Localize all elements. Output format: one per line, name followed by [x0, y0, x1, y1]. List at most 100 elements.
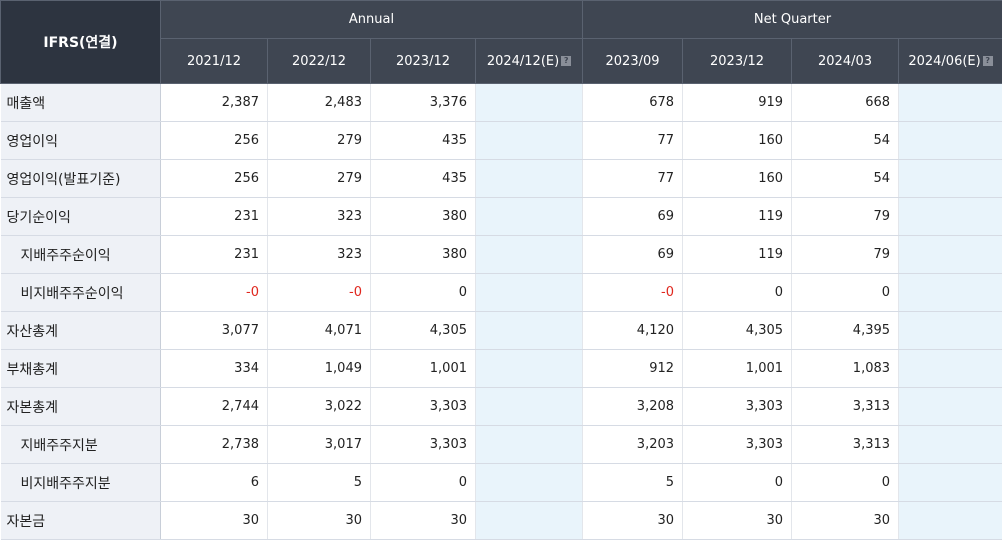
value-cell: 1,001 — [682, 349, 793, 388]
value-cell: 79 — [791, 197, 900, 236]
estimate-cell — [898, 463, 1002, 502]
help-icon[interactable]: ? — [982, 56, 993, 66]
value-cell: 0 — [682, 273, 793, 312]
estimate-cell — [475, 121, 584, 160]
row-label: 자본금 — [0, 501, 161, 540]
value-cell: 0 — [370, 273, 476, 312]
value-cell: 6 — [160, 463, 268, 502]
table-row: 지배주주순이익 231 323 380 69 119 79 — [0, 235, 1002, 274]
value-cell: 2,387 — [160, 83, 268, 122]
period-label: 2024/03 — [818, 53, 873, 69]
value-cell: 5 — [582, 463, 684, 502]
period-label: 2023/12 — [395, 53, 450, 69]
value-cell: 1,001 — [370, 349, 476, 388]
row-label: 자산총계 — [0, 311, 161, 350]
row-label: 비지배주주순이익 — [0, 273, 161, 312]
value-cell: 77 — [582, 159, 684, 198]
period-label: 2023/09 — [605, 53, 660, 69]
table-row: 자본금 30 30 30 30 30 30 — [0, 501, 1002, 540]
estimate-cell — [898, 425, 1002, 464]
estimate-cell — [898, 197, 1002, 236]
estimate-cell — [898, 159, 1002, 198]
value-cell: 119 — [682, 197, 793, 236]
estimate-cell — [475, 159, 584, 198]
value-cell: 54 — [791, 121, 900, 160]
value-cell: 4,071 — [267, 311, 371, 350]
value-cell: 912 — [582, 349, 684, 388]
row-label: 지배주주지분 — [0, 425, 161, 464]
estimate-cell — [898, 235, 1002, 274]
value-cell: 380 — [370, 235, 476, 274]
value-cell: 160 — [682, 159, 793, 198]
row-label: 당기순이익 — [0, 197, 161, 236]
period-header: 2023/12 — [370, 38, 476, 84]
value-cell: 380 — [370, 197, 476, 236]
value-cell: 54 — [791, 159, 900, 198]
value-cell: 30 — [267, 501, 371, 540]
period-label: 2024/12(E) — [486, 53, 560, 69]
table-row: 자본총계 2,744 3,022 3,303 3,208 3,303 3,313 — [0, 387, 1002, 426]
row-label: 매출액 — [0, 83, 161, 122]
row-label: 자본총계 — [0, 387, 161, 426]
value-cell: 231 — [160, 197, 268, 236]
value-cell: 4,395 — [791, 311, 900, 350]
value-cell: 3,313 — [791, 425, 900, 464]
row-label: 부채총계 — [0, 349, 161, 388]
value-cell: 2,738 — [160, 425, 268, 464]
ifrs-consolidated-header: IFRS(연결) — [0, 0, 161, 84]
table-body: 매출액 2,387 2,483 3,376 678 919 668 영업이익 256 279 435… — [0, 83, 1002, 540]
period-header: 2023/09 — [582, 38, 684, 84]
table-row: 당기순이익 231 323 380 69 119 79 — [0, 197, 1002, 236]
value-cell: 0 — [370, 463, 476, 502]
period-header-estimate: 2024/12(E)? — [474, 38, 584, 84]
table-row: 영업이익(발표기준) 256 279 435 77 160 54 — [0, 159, 1002, 198]
value-cell: 0 — [791, 463, 900, 502]
estimate-cell — [475, 501, 584, 540]
estimate-cell — [475, 425, 584, 464]
value-cell: 668 — [791, 83, 900, 122]
value-cell: 69 — [582, 197, 684, 236]
estimate-cell — [898, 311, 1002, 350]
table-row: 영업이익 256 279 435 77 160 54 — [0, 121, 1002, 160]
value-cell: 919 — [682, 83, 793, 122]
value-cell: 3,303 — [370, 387, 476, 426]
value-cell: 1,049 — [267, 349, 371, 388]
help-icon[interactable]: ? — [561, 56, 572, 66]
table-row: 자산총계 3,077 4,071 4,305 4,120 4,305 4,395 — [0, 311, 1002, 350]
table-row: 부채총계 334 1,049 1,001 912 1,001 1,083 — [0, 349, 1002, 388]
table-row: 지배주주지분 2,738 3,017 3,303 3,203 3,303 3,313 — [0, 425, 1002, 464]
period-header: 2023/12 — [682, 38, 793, 84]
estimate-cell — [898, 121, 1002, 160]
period-label: 2023/12 — [710, 53, 765, 69]
value-cell: 30 — [682, 501, 793, 540]
value-cell: 334 — [160, 349, 268, 388]
estimate-cell — [475, 349, 584, 388]
value-cell: 2,744 — [160, 387, 268, 426]
value-cell: 0 — [791, 273, 900, 312]
estimate-cell — [898, 349, 1002, 388]
value-cell: 3,376 — [370, 83, 476, 122]
value-cell: 323 — [267, 235, 371, 274]
annual-group-header: Annual — [159, 0, 584, 39]
period-header-estimate: 2024/06(E)? — [898, 38, 1002, 84]
value-cell: 3,022 — [267, 387, 371, 426]
value-cell: 5 — [267, 463, 371, 502]
value-cell: 4,120 — [582, 311, 684, 350]
estimate-cell — [475, 463, 584, 502]
estimate-cell — [898, 273, 1002, 312]
value-cell: 279 — [267, 121, 371, 160]
estimate-cell — [475, 197, 584, 236]
value-cell: -0 — [267, 273, 371, 312]
value-cell: 3,077 — [160, 311, 268, 350]
table-row: 매출액 2,387 2,483 3,376 678 919 668 — [0, 83, 1002, 122]
value-cell: 0 — [682, 463, 793, 502]
estimate-cell — [475, 273, 584, 312]
estimate-cell — [475, 235, 584, 274]
value-cell: 69 — [582, 235, 684, 274]
value-cell: 256 — [160, 159, 268, 198]
value-cell: 4,305 — [370, 311, 476, 350]
value-cell: 1,083 — [791, 349, 900, 388]
value-cell: 435 — [370, 159, 476, 198]
row-label: 비지배주주지분 — [0, 463, 161, 502]
period-label: 2021/12 — [186, 53, 241, 69]
